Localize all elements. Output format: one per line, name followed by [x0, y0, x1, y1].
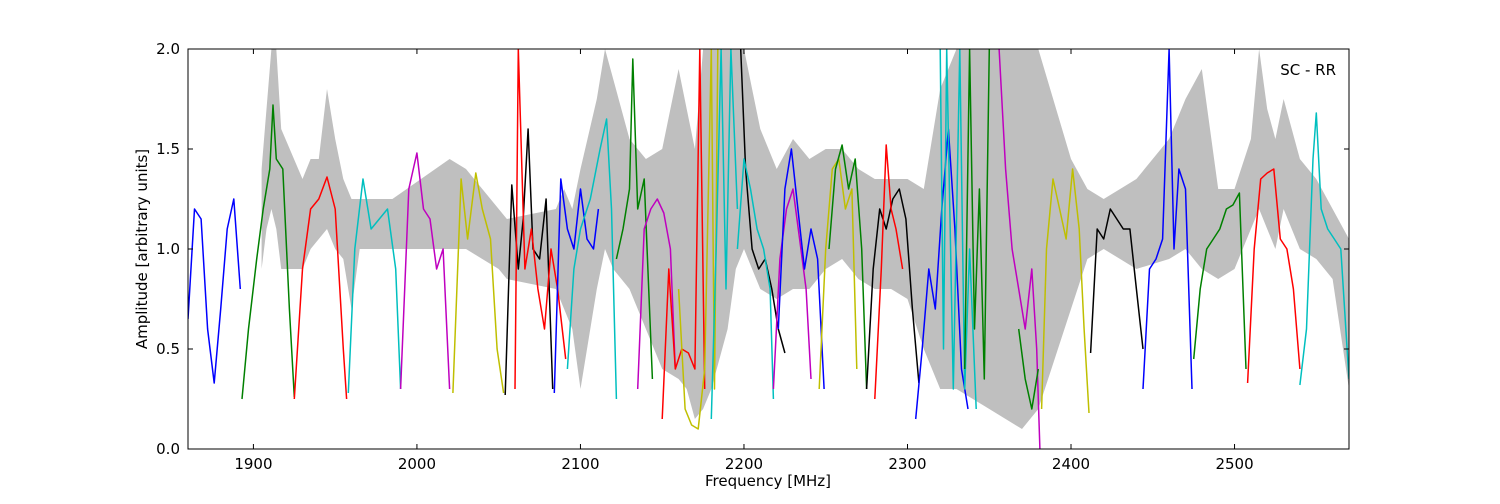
series-line-34 [1299, 112, 1349, 386]
series-line-29 [1040, 168, 1090, 414]
series-line-22 [865, 188, 920, 390]
x-tick-label: 2200 [725, 455, 763, 473]
series-line-25 [939, 49, 977, 410]
x-tick-label: 1900 [234, 455, 272, 473]
x-tick-label: 2400 [1052, 455, 1090, 473]
x-tick-label: 2000 [398, 455, 436, 473]
y-tick-label: 1.5 [156, 140, 180, 158]
x-tick-label: 2500 [1215, 455, 1253, 473]
series-line-6 [452, 172, 505, 394]
series-line-10 [566, 118, 618, 400]
series-line-9 [553, 178, 600, 394]
x-tick-label: 2300 [888, 455, 926, 473]
y-tick-label: 0.0 [156, 440, 180, 458]
series-line-15 [710, 49, 739, 420]
y-tick-label: 2.0 [156, 40, 180, 58]
series-line-30 [1089, 208, 1144, 354]
series-line-2 [241, 104, 296, 400]
y-tick-label: 1.0 [156, 240, 180, 258]
y-axis-ticks: 0.0 0.5 1.0 1.5 2.0 [156, 40, 1349, 458]
series-line-8 [514, 49, 567, 390]
series-line-27 [998, 49, 1041, 449]
series-line-19 [777, 148, 825, 390]
x-tick-label: 2100 [561, 455, 599, 473]
series-line-31 [1142, 49, 1193, 390]
background-band [261, 49, 1350, 429]
series-line-17 [736, 158, 775, 400]
series-line-33 [1246, 168, 1301, 384]
x-axis-ticks: 1900 2000 2100 2200 2300 2400 2500 [234, 49, 1254, 473]
series-line-26 [963, 49, 991, 380]
series-line-23 [874, 144, 904, 400]
x-axis-label: Frequency [MHz] [705, 472, 831, 490]
series-line-4 [347, 178, 402, 394]
series-line-18 [772, 188, 812, 390]
background-band-layer [261, 49, 1350, 429]
series-line-3 [293, 176, 348, 400]
series-line-11 [615, 58, 654, 380]
series-line-32 [1192, 192, 1247, 370]
series-line-12 [636, 198, 677, 390]
series-line-13 [661, 49, 706, 420]
y-axis-label: Amplitude [arbitrary units] [133, 149, 151, 349]
series-layer [188, 49, 1349, 449]
chart-annotation: SC - RR [1280, 61, 1336, 79]
y-tick-label: 0.5 [156, 340, 180, 358]
series-line-7 [504, 128, 554, 396]
series-line-28 [1017, 328, 1040, 410]
series-line-21 [828, 144, 868, 390]
series-line-5 [399, 152, 451, 390]
series-line-1 [188, 198, 242, 384]
